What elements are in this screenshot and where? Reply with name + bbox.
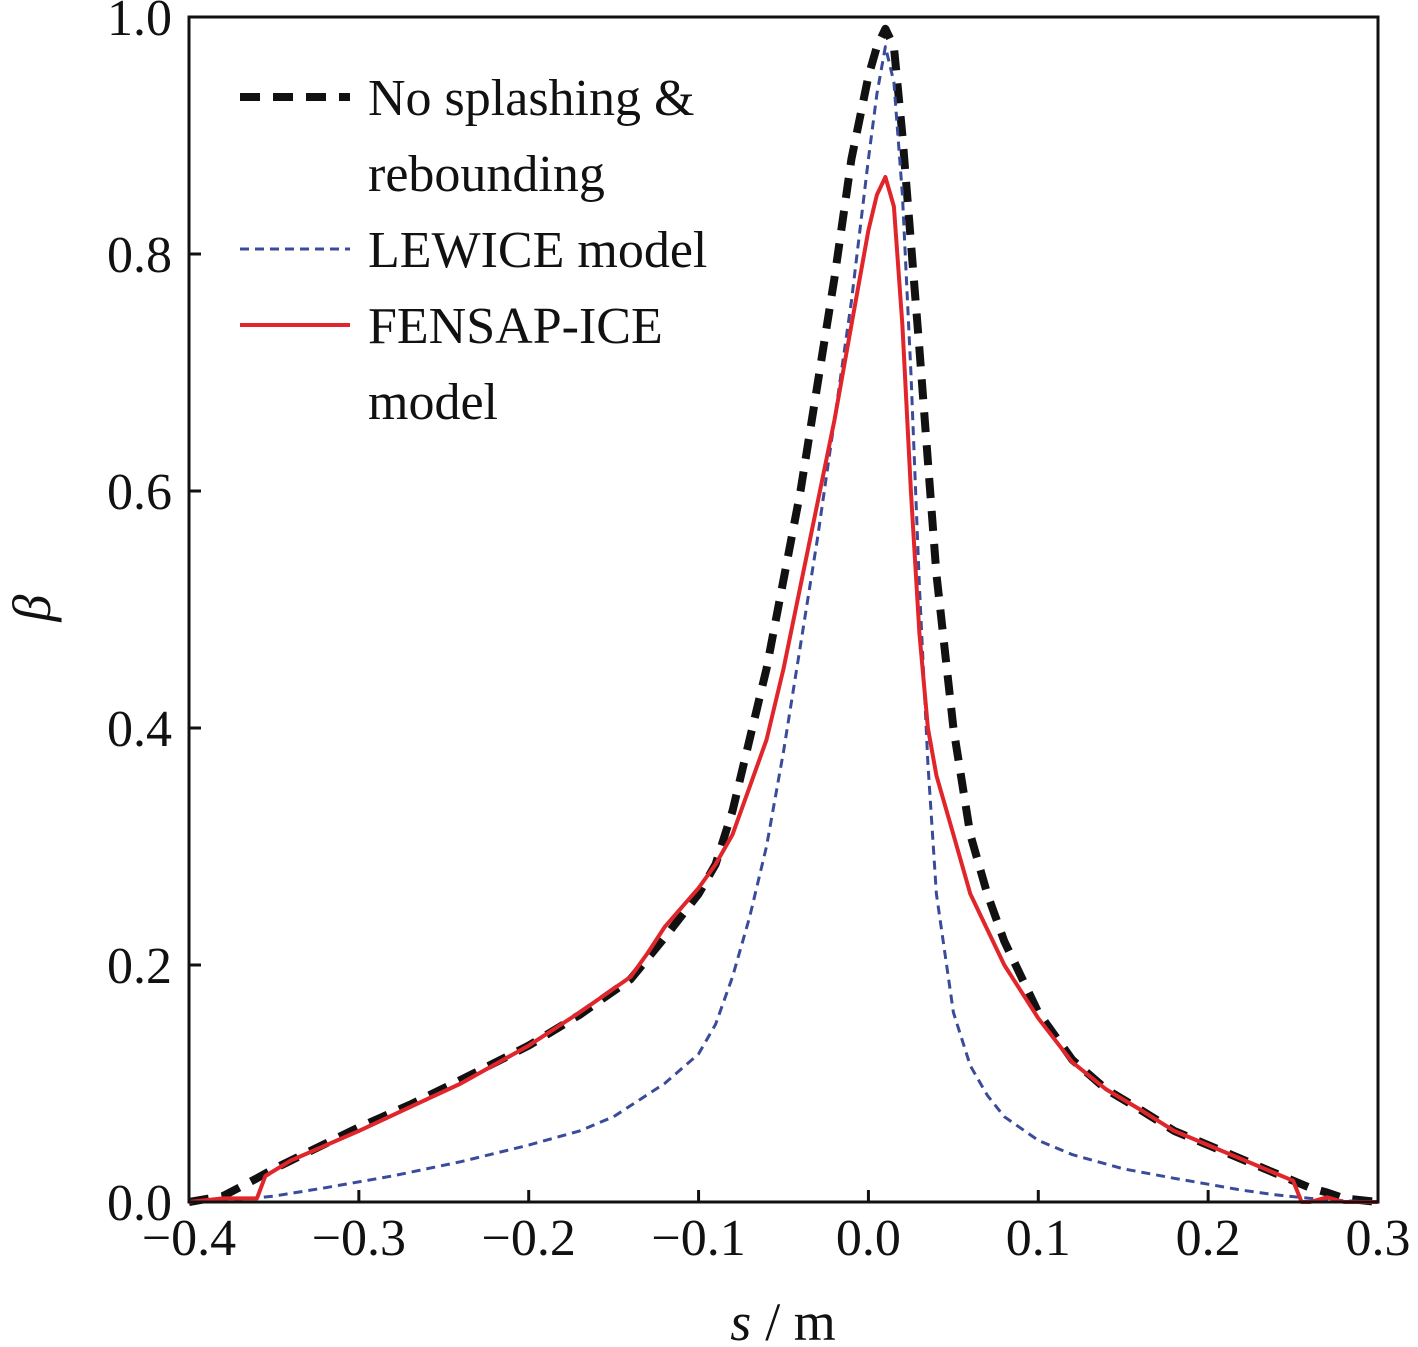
series-layer — [188, 24, 1379, 1206]
x-axis-label: s / m — [730, 1292, 836, 1347]
x-tick-label: −0.3 — [312, 1210, 406, 1267]
x-tick-label: −0.2 — [482, 1210, 576, 1267]
legend: No splashing & rebounding LEWICE model FENS… — [240, 70, 707, 431]
series-line-3 — [188, 175, 1378, 1204]
legend-label-1: rebounding — [368, 146, 605, 203]
y-tick-label: 0.2 — [107, 938, 172, 995]
y-tick-label: 1.0 — [107, 0, 172, 47]
x-tick-label: 0.3 — [1346, 1210, 1411, 1267]
y-tick-label: 0.6 — [107, 464, 172, 521]
x-tick-label: 0.1 — [1006, 1210, 1071, 1267]
x-tick-label: 0.0 — [836, 1210, 901, 1267]
legend-label-3: model — [368, 374, 498, 431]
legend-label-1: No splashing & — [368, 70, 694, 127]
x-tick-label: −0.4 — [142, 1210, 236, 1267]
y-tick-label: 0.4 — [107, 701, 172, 758]
x-tick-label: 0.2 — [1176, 1210, 1241, 1267]
legend-label-2: LEWICE model — [368, 222, 707, 279]
y-axis: 0.0 0.2 0.4 0.6 0.8 1.0 — [107, 0, 201, 1232]
y-tick-label: 0.8 — [107, 227, 172, 284]
x-axis: −0.4 −0.3 −0.2 −0.1 0.0 0.1 0.2 0.3 — [142, 1190, 1411, 1267]
plot-frame — [187, 15, 1380, 1204]
x-axis-unit: / m — [765, 1292, 836, 1347]
legend-label-3: FENSAP-ICE — [368, 298, 663, 355]
y-tick-label: 0.0 — [107, 1175, 172, 1232]
x-tick-label: −0.1 — [651, 1210, 745, 1267]
x-axis-variable: s — [730, 1292, 751, 1347]
y-axis-label: β — [2, 594, 62, 622]
series-line-2 — [188, 45, 1379, 1204]
